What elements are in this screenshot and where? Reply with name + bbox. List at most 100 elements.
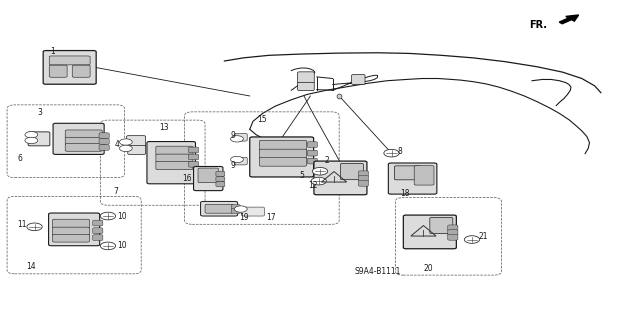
FancyBboxPatch shape (231, 208, 240, 213)
FancyBboxPatch shape (53, 123, 104, 154)
FancyBboxPatch shape (358, 181, 369, 186)
Text: 19: 19 (239, 213, 249, 222)
FancyBboxPatch shape (234, 157, 247, 165)
FancyBboxPatch shape (414, 166, 434, 185)
FancyBboxPatch shape (28, 132, 50, 146)
Text: FR.: FR. (529, 19, 547, 30)
Circle shape (311, 177, 326, 185)
FancyBboxPatch shape (93, 235, 103, 241)
FancyBboxPatch shape (250, 137, 314, 177)
FancyBboxPatch shape (241, 207, 264, 216)
Circle shape (120, 139, 132, 145)
FancyBboxPatch shape (259, 149, 307, 159)
FancyBboxPatch shape (99, 133, 109, 138)
Text: 20: 20 (424, 263, 433, 273)
FancyBboxPatch shape (72, 65, 90, 77)
FancyBboxPatch shape (351, 75, 365, 85)
Text: 14: 14 (26, 262, 36, 271)
FancyBboxPatch shape (388, 163, 437, 194)
FancyBboxPatch shape (43, 50, 96, 84)
FancyBboxPatch shape (52, 227, 90, 235)
FancyBboxPatch shape (298, 82, 314, 91)
Text: 17: 17 (266, 213, 275, 222)
FancyBboxPatch shape (49, 65, 67, 77)
FancyBboxPatch shape (188, 161, 198, 167)
FancyBboxPatch shape (65, 130, 102, 138)
FancyBboxPatch shape (156, 161, 193, 170)
Circle shape (230, 136, 243, 142)
FancyBboxPatch shape (193, 167, 223, 191)
Text: 12: 12 (308, 181, 318, 190)
Text: 3: 3 (38, 108, 43, 117)
FancyBboxPatch shape (259, 140, 307, 150)
FancyArrow shape (559, 15, 579, 24)
Text: 6: 6 (17, 154, 22, 163)
FancyBboxPatch shape (403, 215, 456, 249)
FancyBboxPatch shape (99, 138, 109, 144)
FancyBboxPatch shape (216, 171, 225, 176)
Text: 15: 15 (257, 115, 267, 124)
FancyBboxPatch shape (147, 142, 195, 184)
Circle shape (465, 236, 479, 243)
FancyBboxPatch shape (259, 157, 307, 166)
FancyBboxPatch shape (99, 145, 109, 150)
Circle shape (230, 156, 243, 163)
Circle shape (27, 223, 42, 231)
Text: 21: 21 (478, 232, 488, 241)
FancyBboxPatch shape (128, 145, 146, 154)
FancyBboxPatch shape (216, 182, 225, 187)
FancyBboxPatch shape (307, 158, 317, 164)
FancyBboxPatch shape (65, 144, 102, 151)
FancyBboxPatch shape (188, 147, 198, 153)
Circle shape (100, 212, 116, 220)
Text: 8: 8 (398, 147, 403, 156)
Circle shape (312, 167, 328, 175)
FancyBboxPatch shape (307, 142, 317, 147)
FancyBboxPatch shape (216, 177, 225, 182)
FancyBboxPatch shape (358, 171, 369, 177)
FancyBboxPatch shape (340, 163, 364, 180)
FancyBboxPatch shape (93, 220, 103, 226)
FancyBboxPatch shape (93, 228, 103, 234)
Circle shape (384, 149, 399, 157)
Text: 4: 4 (115, 140, 119, 149)
Text: 10: 10 (117, 211, 127, 220)
Text: S9A4-B1111: S9A4-B1111 (355, 267, 401, 276)
FancyBboxPatch shape (52, 219, 90, 228)
FancyBboxPatch shape (314, 161, 367, 195)
Text: 10: 10 (117, 241, 127, 250)
FancyBboxPatch shape (307, 150, 317, 156)
Text: 2: 2 (324, 156, 329, 165)
FancyBboxPatch shape (200, 201, 237, 216)
FancyBboxPatch shape (127, 136, 146, 146)
Text: 5: 5 (300, 171, 305, 180)
Circle shape (25, 131, 38, 138)
FancyBboxPatch shape (198, 168, 218, 183)
FancyBboxPatch shape (49, 56, 90, 65)
Circle shape (234, 206, 247, 212)
FancyBboxPatch shape (205, 204, 233, 213)
Text: 11: 11 (17, 220, 27, 229)
FancyBboxPatch shape (234, 133, 247, 141)
FancyBboxPatch shape (448, 230, 458, 235)
Text: 18: 18 (400, 189, 410, 198)
FancyBboxPatch shape (448, 225, 458, 231)
Text: 16: 16 (182, 174, 193, 183)
Text: 13: 13 (159, 123, 169, 132)
Circle shape (100, 242, 116, 250)
FancyBboxPatch shape (448, 234, 458, 240)
FancyBboxPatch shape (188, 154, 198, 160)
FancyBboxPatch shape (231, 204, 240, 210)
Text: 7: 7 (114, 187, 118, 197)
FancyBboxPatch shape (358, 176, 369, 182)
FancyBboxPatch shape (394, 166, 420, 180)
FancyBboxPatch shape (298, 72, 314, 83)
Circle shape (120, 145, 132, 152)
Text: 9: 9 (230, 161, 236, 170)
FancyBboxPatch shape (430, 218, 453, 234)
FancyBboxPatch shape (65, 137, 102, 145)
Text: 1: 1 (50, 47, 54, 56)
FancyBboxPatch shape (156, 154, 193, 162)
FancyBboxPatch shape (156, 146, 193, 155)
FancyBboxPatch shape (49, 213, 100, 246)
